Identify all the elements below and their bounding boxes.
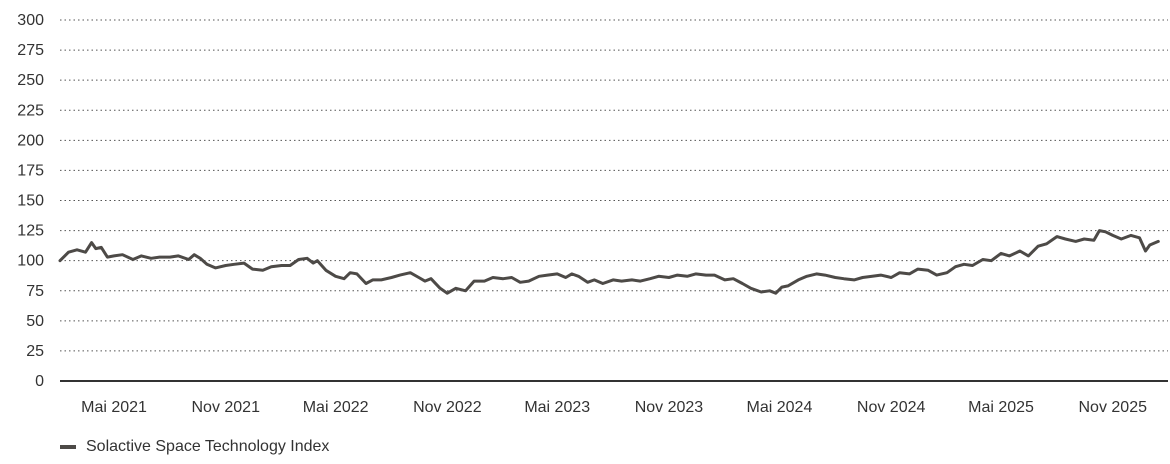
- gridlines: [60, 19, 1168, 352]
- y-tick-label: 200: [17, 132, 44, 149]
- y-tick-label: 0: [35, 373, 44, 390]
- y-tick-label: 125: [17, 223, 44, 240]
- x-tick-label: Nov 2021: [191, 399, 260, 416]
- x-tick-label: Mai 2022: [303, 399, 369, 416]
- y-axis-ticks: 0 25 50 75 100 125 150 175 200 225 250 275 300: [17, 12, 44, 390]
- x-tick-label: Mai 2025: [968, 399, 1034, 416]
- x-tick-label: Mai 2023: [524, 399, 590, 416]
- y-tick-label: 150: [17, 193, 44, 210]
- y-tick-label: 100: [17, 253, 44, 270]
- series-line: [58, 229, 1160, 295]
- y-tick-label: 75: [26, 283, 44, 300]
- x-tick-label: Nov 2024: [857, 399, 926, 416]
- y-tick-label: 250: [17, 72, 44, 89]
- y-tick-label: 175: [17, 162, 44, 179]
- legend: Solactive Space Technology Index: [60, 438, 329, 456]
- x-tick-label: Mai 2021: [81, 399, 147, 416]
- x-tick-label: Nov 2023: [635, 399, 704, 416]
- x-tick-label: Mai 2024: [747, 399, 813, 416]
- x-tick-label: Nov 2025: [1079, 399, 1148, 416]
- y-tick-label: 275: [17, 42, 44, 59]
- legend-label: Solactive Space Technology Index: [86, 438, 330, 455]
- legend-swatch: [60, 445, 76, 449]
- x-tick-label: Nov 2022: [413, 399, 482, 416]
- y-tick-label: 300: [17, 12, 44, 29]
- y-tick-label: 50: [26, 313, 44, 330]
- series-layer: [58, 229, 1160, 295]
- y-tick-label: 25: [26, 343, 44, 360]
- x-axis-ticks: Mai 2021 Nov 2021 Mai 2022 Nov 2022 Mai 2023…: [81, 399, 1147, 416]
- y-tick-label: 225: [17, 102, 44, 119]
